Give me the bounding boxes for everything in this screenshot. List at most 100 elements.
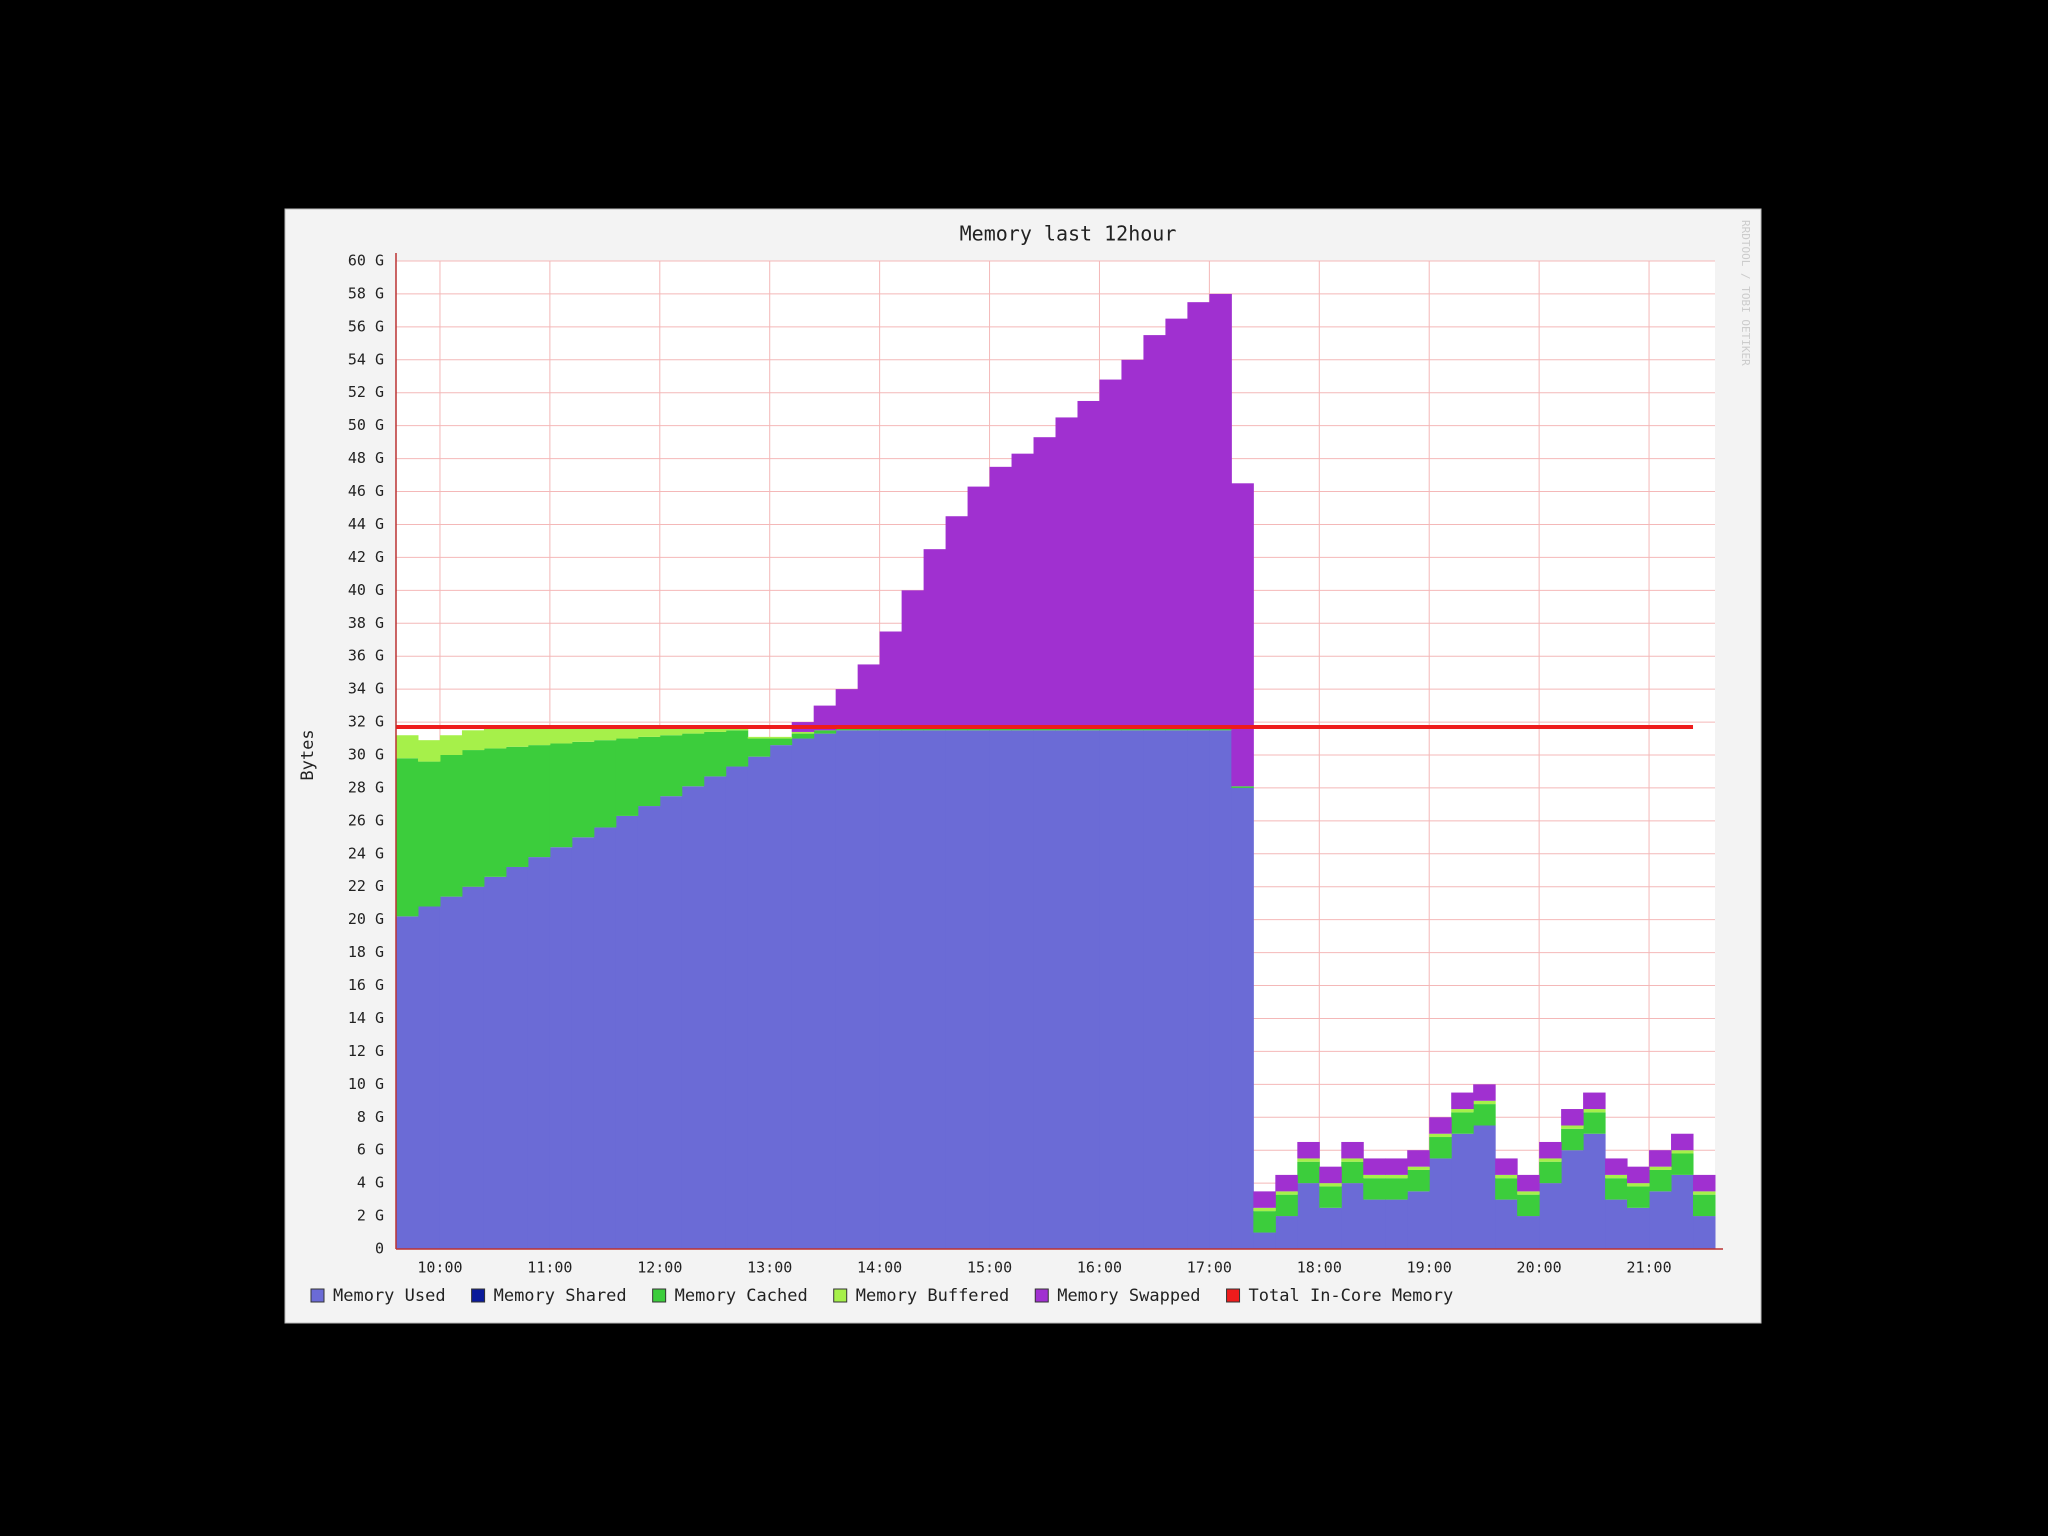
area-step bbox=[1143, 728, 1166, 731]
y-tick-label: 56 G bbox=[348, 317, 384, 335]
area-step bbox=[505, 746, 529, 867]
x-tick-label: 20:00 bbox=[1517, 1259, 1562, 1277]
area-step bbox=[1319, 1166, 1342, 1184]
y-tick-label: 40 G bbox=[348, 581, 384, 599]
area-step bbox=[1275, 1191, 1298, 1195]
area-step bbox=[505, 866, 529, 1249]
area-step bbox=[1561, 1125, 1584, 1129]
y-axis-label: Bytes bbox=[298, 729, 318, 780]
y-tick-label: 50 G bbox=[348, 416, 384, 434]
area-step bbox=[1539, 1183, 1562, 1249]
area-step bbox=[1077, 730, 1100, 1249]
area-step bbox=[1649, 1166, 1672, 1170]
y-tick-label: 16 G bbox=[348, 976, 384, 994]
y-tick-label: 44 G bbox=[348, 515, 384, 533]
area-step bbox=[1517, 1194, 1540, 1217]
y-tick-label: 28 G bbox=[348, 778, 384, 796]
area-step bbox=[1121, 730, 1144, 1249]
area-step bbox=[1671, 1153, 1694, 1175]
area-step bbox=[1605, 1174, 1628, 1179]
y-tick-label: 58 G bbox=[348, 284, 384, 302]
area-step bbox=[923, 730, 947, 1249]
legend-label: Memory Buffered bbox=[856, 1286, 1010, 1306]
y-tick-label: 12 G bbox=[348, 1042, 384, 1060]
area-step bbox=[1605, 1199, 1628, 1249]
y-tick-label: 20 G bbox=[348, 910, 384, 928]
area-step bbox=[1671, 1133, 1694, 1151]
legend-label: Memory Swapped bbox=[1057, 1286, 1200, 1306]
area-step bbox=[835, 730, 859, 1249]
area-step bbox=[439, 755, 463, 897]
area-step bbox=[527, 857, 551, 1249]
y-tick-label: 6 G bbox=[357, 1141, 384, 1159]
area-step bbox=[1341, 1183, 1364, 1249]
area-step bbox=[1649, 1169, 1672, 1192]
area-step bbox=[1517, 1191, 1540, 1195]
area-step bbox=[1583, 1109, 1606, 1113]
area-step bbox=[857, 728, 881, 731]
area-step bbox=[945, 516, 969, 729]
area-step bbox=[1121, 728, 1144, 731]
area-step bbox=[483, 876, 507, 1249]
area-step bbox=[791, 738, 815, 1249]
area-step bbox=[527, 745, 551, 858]
area-step bbox=[527, 728, 551, 746]
area-step bbox=[747, 738, 771, 757]
area-step bbox=[483, 728, 507, 749]
area-step bbox=[1363, 1174, 1386, 1179]
area-step bbox=[1253, 1232, 1276, 1249]
area-step bbox=[945, 730, 969, 1249]
area-step bbox=[461, 730, 485, 751]
area-step bbox=[659, 796, 683, 1249]
area-step bbox=[417, 740, 441, 762]
area-step bbox=[1319, 1207, 1342, 1249]
area-step bbox=[813, 733, 837, 1249]
area-step bbox=[1341, 1141, 1364, 1159]
area-step bbox=[791, 733, 815, 739]
area-step bbox=[439, 735, 463, 755]
area-step bbox=[1165, 318, 1188, 729]
area-step bbox=[1187, 302, 1210, 729]
area-step bbox=[1253, 1191, 1276, 1208]
area-step bbox=[1077, 400, 1100, 729]
area-step bbox=[1275, 1194, 1298, 1217]
area-step bbox=[857, 664, 881, 729]
area-step bbox=[1451, 1133, 1474, 1249]
area-step bbox=[1407, 1166, 1430, 1170]
area-step bbox=[1033, 437, 1056, 729]
legend-label: Memory Cached bbox=[675, 1286, 808, 1306]
area-step bbox=[1561, 1128, 1584, 1151]
area-step bbox=[571, 728, 595, 742]
area-step bbox=[615, 815, 639, 1249]
area-step bbox=[1583, 1112, 1606, 1134]
area-step bbox=[1363, 1199, 1386, 1249]
area-step bbox=[659, 735, 683, 797]
y-tick-label: 36 G bbox=[348, 647, 384, 665]
area-step bbox=[1297, 1183, 1320, 1249]
area-step bbox=[1055, 728, 1078, 731]
area-step bbox=[1209, 730, 1232, 1249]
area-step bbox=[461, 886, 485, 1249]
x-tick-label: 18:00 bbox=[1297, 1259, 1342, 1277]
area-step bbox=[1187, 730, 1210, 1249]
area-step bbox=[945, 728, 969, 731]
area-step bbox=[1275, 1174, 1298, 1192]
area-step bbox=[1407, 1191, 1430, 1249]
x-tick-label: 13:00 bbox=[747, 1259, 792, 1277]
area-step bbox=[1693, 1191, 1716, 1195]
area-step bbox=[1473, 1125, 1496, 1249]
area-step bbox=[1539, 1161, 1562, 1184]
area-step bbox=[813, 730, 837, 734]
area-step bbox=[1077, 728, 1100, 731]
area-step bbox=[1011, 728, 1035, 731]
area-step bbox=[637, 728, 661, 737]
area-step bbox=[1209, 293, 1232, 729]
area-step bbox=[1099, 728, 1122, 731]
legend-swatch bbox=[1034, 1288, 1049, 1303]
area-step bbox=[1231, 483, 1254, 787]
x-tick-label: 21:00 bbox=[1626, 1259, 1671, 1277]
area-step bbox=[549, 743, 573, 848]
area-step bbox=[857, 730, 881, 1249]
area-step bbox=[1451, 1109, 1474, 1113]
